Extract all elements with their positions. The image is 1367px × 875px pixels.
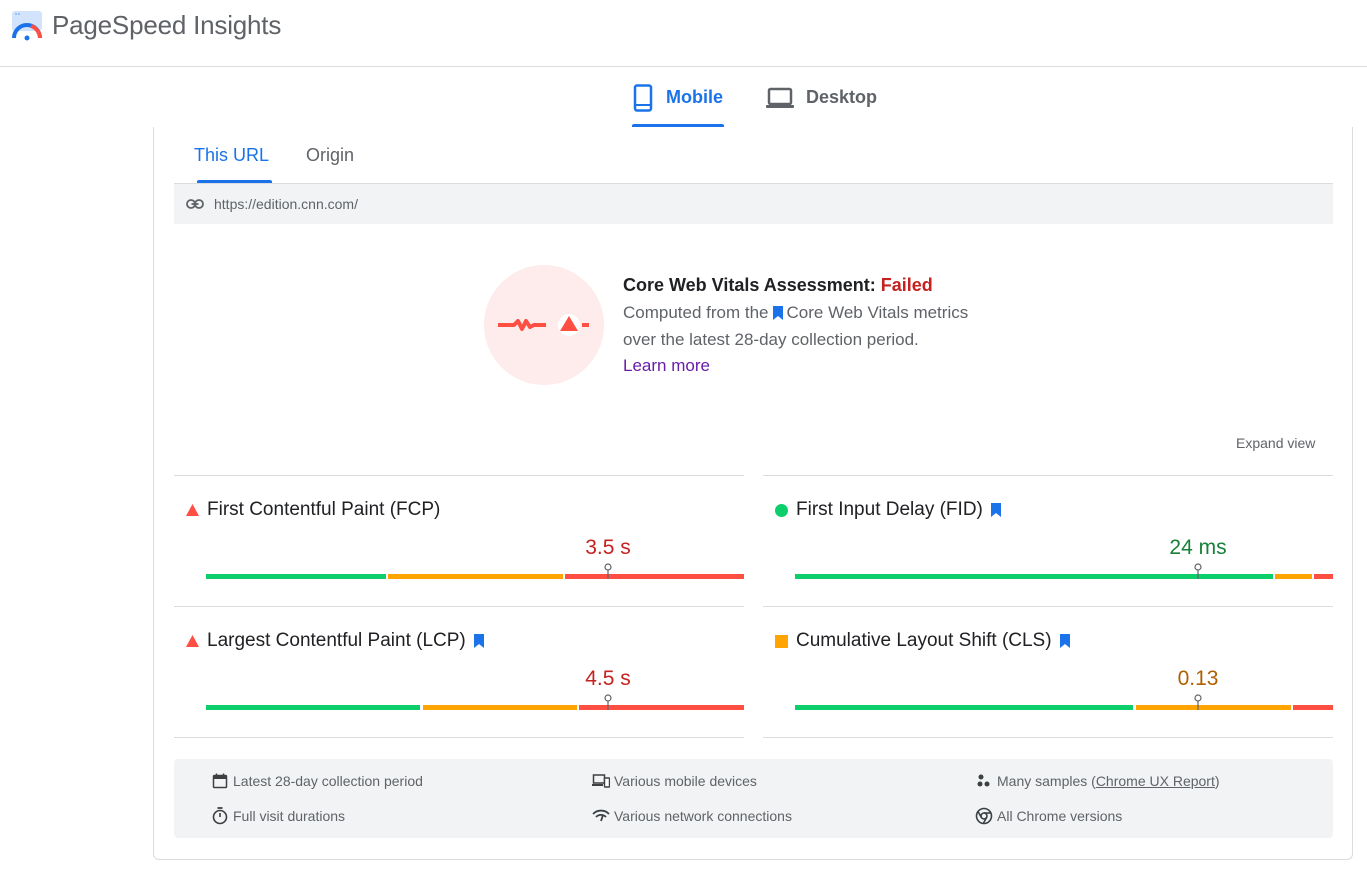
stopwatch-icon [211,807,229,825]
fcp-poor-segment [565,574,744,579]
metric-fid: First Input Delay (FID) 24 ms [763,475,1333,606]
fcp-average-segment [388,574,563,579]
metric-fid-value: 24 ms [1169,536,1226,560]
info-period-text: Latest 28-day collection period [233,773,423,789]
bookmark-icon [991,503,1001,517]
cls-p75-marker [1194,694,1202,710]
assessment-status: Failed [881,275,933,295]
wifi-icon [592,807,610,825]
good-circle-icon [775,504,789,517]
metric-cls-label[interactable]: Cumulative Layout Shift (CLS) [796,630,1052,652]
pagespeed-logo-icon[interactable] [10,8,44,42]
samples-icon [975,772,993,790]
metric-cls-value: 0.13 [1178,667,1219,691]
top-header: PageSpeed Insights [0,0,1367,67]
bookmark-icon [1060,634,1070,648]
chrome-ux-report-link[interactable]: Chrome UX Report [1096,773,1215,789]
cls-average-segment [1136,705,1291,710]
lcp-average-segment [423,705,577,710]
learn-more-link[interactable]: Learn more [623,356,710,376]
fcp-p75-marker [604,563,612,579]
info-samples: Many samples (Chrome UX Report) [975,772,1220,790]
cls-good-segment [795,705,1133,710]
poor-triangle-icon [186,504,200,516]
field-data-card: This URL Origin https://edition.cnn.com/… [153,127,1353,860]
lcp-good-segment [206,705,420,710]
metric-fcp-label[interactable]: First Contentful Paint (FCP) [207,499,440,521]
tab-desktop[interactable]: Desktop [766,68,886,127]
lcp-p75-marker [604,694,612,710]
devices-icon [592,772,610,790]
fid-poor-segment [1314,574,1333,579]
metric-cls-distribution-bar [795,705,1333,710]
metric-fcp-header: First Contentful Paint (FCP) [186,499,440,521]
assessment-failed-icon [484,265,604,385]
link-icon [186,199,204,209]
info-visit-durations: Full visit durations [211,807,345,825]
url-text: https://edition.cnn.com/ [214,196,358,212]
url-bar: https://edition.cnn.com/ [174,183,1333,224]
info-durations-text: Full visit durations [233,808,345,824]
info-samples-suffix: ) [1215,773,1220,789]
expand-view-button[interactable]: Expand view [1236,435,1315,451]
metric-cls-header: Cumulative Layout Shift (CLS) [775,630,1070,652]
chrome-icon [975,807,993,825]
assessment-title-text: Core Web Vitals Assessment: [623,275,881,295]
metric-fid-label[interactable]: First Input Delay (FID) [796,499,983,521]
poor-triangle-icon [186,635,200,647]
smartphone-icon [632,84,654,112]
metric-fcp-distribution-bar [206,574,744,579]
metric-lcp-header: Largest Contentful Paint (LCP) [186,630,484,652]
tab-mobile-label: Mobile [666,87,723,108]
average-square-icon [775,635,789,648]
metric-fid-header: First Input Delay (FID) [775,499,1001,521]
tab-desktop-label: Desktop [806,87,877,108]
info-chrome-text: All Chrome versions [997,808,1122,824]
laptop-icon [766,87,794,109]
metric-lcp-value: 4.5 s [585,667,631,691]
tab-origin[interactable]: Origin [306,127,354,183]
assessment-title: Core Web Vitals Assessment: Failed [623,275,933,296]
assessment-description-line1: Computed from the Core Web Vitals metrics [623,303,968,325]
fcp-good-segment [206,574,386,579]
assessment-line1-a: Computed from the [623,303,769,322]
fid-average-segment [1275,574,1312,579]
metric-lcp: Largest Contentful Paint (LCP) 4.5 s [174,606,744,738]
assessment-line1-b: Core Web Vitals metrics [787,303,969,322]
brand-title[interactable]: PageSpeed Insights [52,10,281,41]
tab-mobile[interactable]: Mobile [632,68,724,127]
info-collection-period: Latest 28-day collection period [211,772,423,790]
info-chrome-versions: All Chrome versions [975,807,1122,825]
info-devices: Various mobile devices [592,772,757,790]
data-info-panel: Latest 28-day collection period Full vis… [174,759,1333,838]
metric-lcp-label[interactable]: Largest Contentful Paint (LCP) [207,630,466,652]
cls-poor-segment [1293,705,1333,710]
info-network-text: Various network connections [614,808,792,824]
calendar-icon [211,772,229,790]
metric-lcp-distribution-bar [206,705,744,710]
assessment-description-line2: over the latest 28-day collection period… [623,330,919,350]
info-network: Various network connections [592,807,792,825]
bookmark-icon [474,634,484,648]
fid-p75-marker [1194,563,1202,579]
metric-fcp-value: 3.5 s [585,536,631,560]
info-devices-text: Various mobile devices [614,773,757,789]
metric-cls: Cumulative Layout Shift (CLS) 0.13 [763,606,1333,738]
metric-fid-distribution-bar [795,574,1333,579]
info-samples-prefix: Many samples ( [997,773,1096,789]
tab-this-url[interactable]: This URL [194,127,269,183]
metric-fcp: First Contentful Paint (FCP) 3.5 s [174,475,744,606]
bookmark-icon [773,305,783,325]
